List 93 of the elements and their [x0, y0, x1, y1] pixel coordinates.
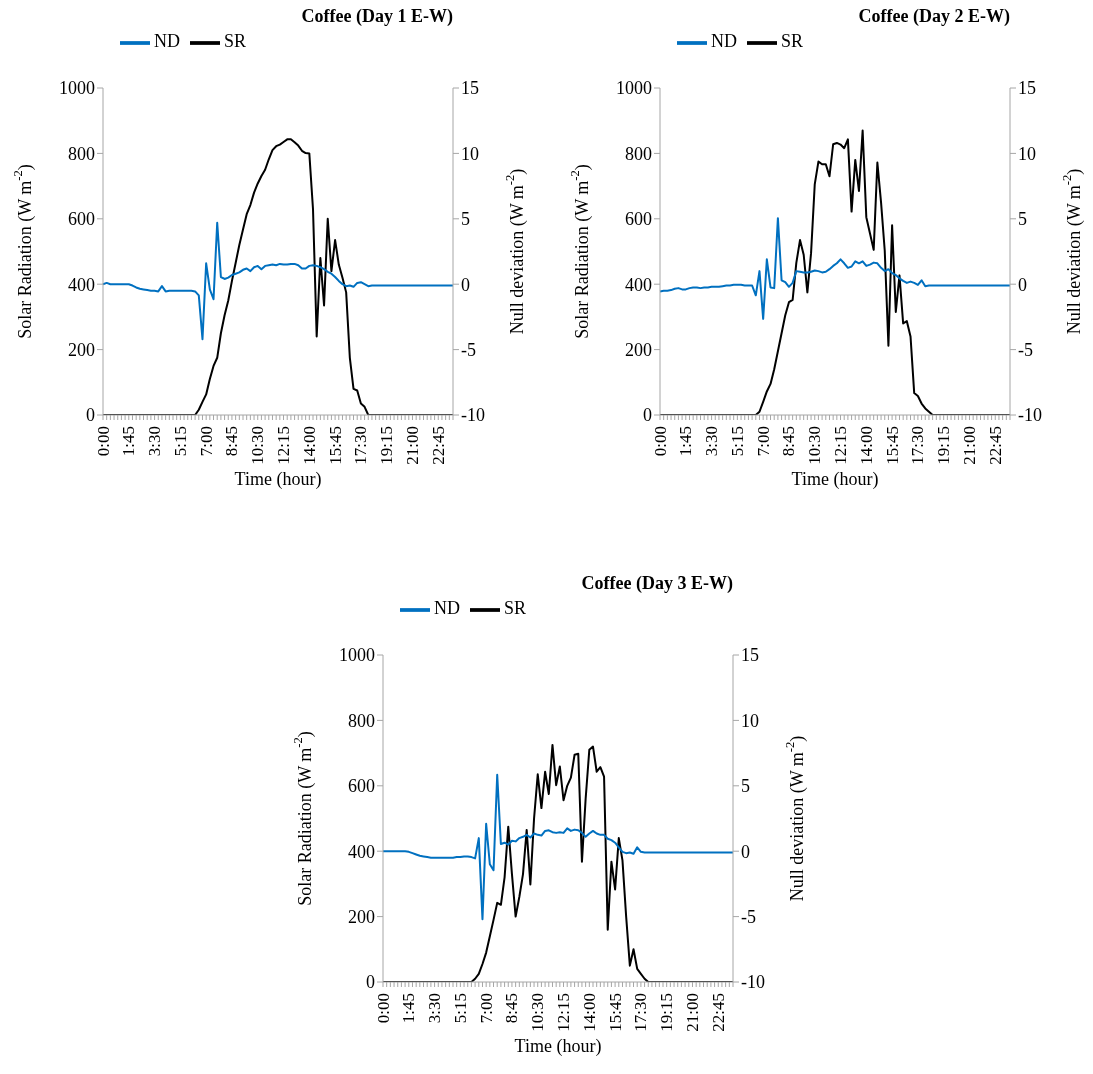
x-tick-label: 3:30 [425, 993, 445, 1024]
y-tick-label: 0 [86, 405, 95, 426]
x-tick-label: 17:30 [351, 426, 371, 465]
y2-tick-label: -10 [1018, 405, 1042, 426]
x-tick-label: 3:30 [702, 426, 722, 457]
x-tick-label: 19:15 [377, 426, 397, 465]
y2-tick-label: 15 [741, 645, 759, 666]
y-tick-label: 200 [68, 339, 95, 360]
x-tick-label: 19:15 [934, 426, 954, 465]
y-tick-label: 600 [348, 776, 375, 797]
legend-label: ND [434, 598, 460, 619]
x-tick-label: 14:00 [856, 426, 876, 465]
x-tick-label: 0:00 [373, 993, 393, 1024]
x-tick-label: 14:00 [579, 993, 599, 1032]
x-tick-label: 19:15 [657, 993, 677, 1032]
x-tick-label: 8:45 [502, 993, 522, 1024]
x-tick-label: 14:00 [299, 426, 319, 465]
x-tick-label: 7:00 [753, 426, 773, 457]
y-tick-label: 200 [348, 906, 375, 927]
y2-tick-label: -5 [461, 339, 476, 360]
x-tick-label: 15:45 [605, 993, 625, 1032]
y-tick-label: 1000 [616, 78, 652, 99]
x-tick-label: 3:30 [145, 426, 165, 457]
legend-label: SR [504, 598, 527, 619]
y2-tick-label: 15 [1018, 78, 1036, 99]
y2-tick-label: -5 [741, 906, 756, 927]
y-tick-label: 1000 [59, 78, 95, 99]
y2-tick-label: 10 [741, 710, 759, 731]
chart-title: Coffee (Day 2 E-W) [858, 6, 1010, 27]
x-tick-label: 15:45 [325, 426, 345, 465]
y2-tick-label: 10 [461, 143, 479, 164]
y2-tick-label: 5 [461, 209, 470, 230]
y2-tick-label: -10 [461, 405, 485, 426]
y2-tick-label: 5 [741, 776, 750, 797]
x-tick-label: 0:00 [650, 426, 670, 457]
legend-label: ND [154, 31, 180, 52]
x-tick-label: 1:45 [399, 993, 419, 1024]
x-tick-label: 1:45 [676, 426, 696, 457]
legend-label: ND [711, 31, 737, 52]
x-tick-label: 10:30 [248, 426, 268, 465]
y2-tick-label: 0 [741, 841, 750, 862]
x-tick-label: 21:00 [402, 426, 422, 465]
line-series [382, 773, 734, 921]
x-tick-label: 1:45 [119, 426, 139, 457]
y-tick-label: 600 [68, 209, 95, 230]
x-tick-label: 17:30 [631, 993, 651, 1032]
x-tick-label: 17:30 [908, 426, 928, 465]
x-tick-label: 10:30 [805, 426, 825, 465]
chart-title: Coffee (Day 1 E-W) [301, 6, 453, 27]
y2-tick-label: 0 [1018, 274, 1027, 295]
x-tick-label: 10:30 [528, 993, 548, 1032]
y2-tick-label: 15 [461, 78, 479, 99]
chart-title: Coffee (Day 3 E-W) [581, 573, 733, 594]
y2-tick-label: 10 [1018, 143, 1036, 164]
y2-tick-label: 0 [461, 274, 470, 295]
x-tick-label: 5:15 [170, 426, 190, 457]
y-tick-label: 800 [68, 143, 95, 164]
y2-tick-label: 5 [1018, 209, 1027, 230]
y-tick-label: 1000 [339, 645, 375, 666]
line-series [659, 217, 1011, 320]
y-tick-label: 400 [625, 274, 652, 295]
x-tick-label: 22:45 [428, 426, 448, 465]
x-axis-title: Time (hour) [791, 469, 879, 490]
y-tick-label: 800 [348, 710, 375, 731]
x-tick-label: 7:00 [476, 993, 496, 1024]
y-tick-label: 200 [625, 339, 652, 360]
x-tick-label: 0:00 [93, 426, 113, 457]
x-tick-label: 5:15 [727, 426, 747, 457]
y-tick-label: 400 [348, 841, 375, 862]
x-tick-label: 21:00 [959, 426, 979, 465]
legend-label: SR [224, 31, 247, 52]
y2-tick-label: -10 [741, 972, 765, 993]
y-tick-label: 600 [625, 209, 652, 230]
x-tick-label: 22:45 [708, 993, 728, 1032]
y-tick-label: 0 [366, 972, 375, 993]
y-tick-label: 0 [643, 405, 652, 426]
x-tick-label: 8:45 [779, 426, 799, 457]
x-tick-label: 15:45 [882, 426, 902, 465]
x-tick-label: 12:15 [554, 993, 574, 1032]
legend-label: SR [781, 31, 804, 52]
x-tick-label: 5:15 [450, 993, 470, 1024]
x-tick-label: 12:15 [274, 426, 294, 465]
x-tick-label: 8:45 [222, 426, 242, 457]
y2-tick-label: -5 [1018, 339, 1033, 360]
x-tick-label: 21:00 [682, 993, 702, 1032]
line-series [102, 221, 454, 341]
x-axis-title: Time (hour) [514, 1036, 602, 1057]
y-tick-label: 800 [625, 143, 652, 164]
x-tick-label: 12:15 [831, 426, 851, 465]
x-tick-label: 7:00 [196, 426, 216, 457]
x-axis-title: Time (hour) [234, 469, 322, 490]
x-tick-label: 22:45 [985, 426, 1005, 465]
y-tick-label: 400 [68, 274, 95, 295]
